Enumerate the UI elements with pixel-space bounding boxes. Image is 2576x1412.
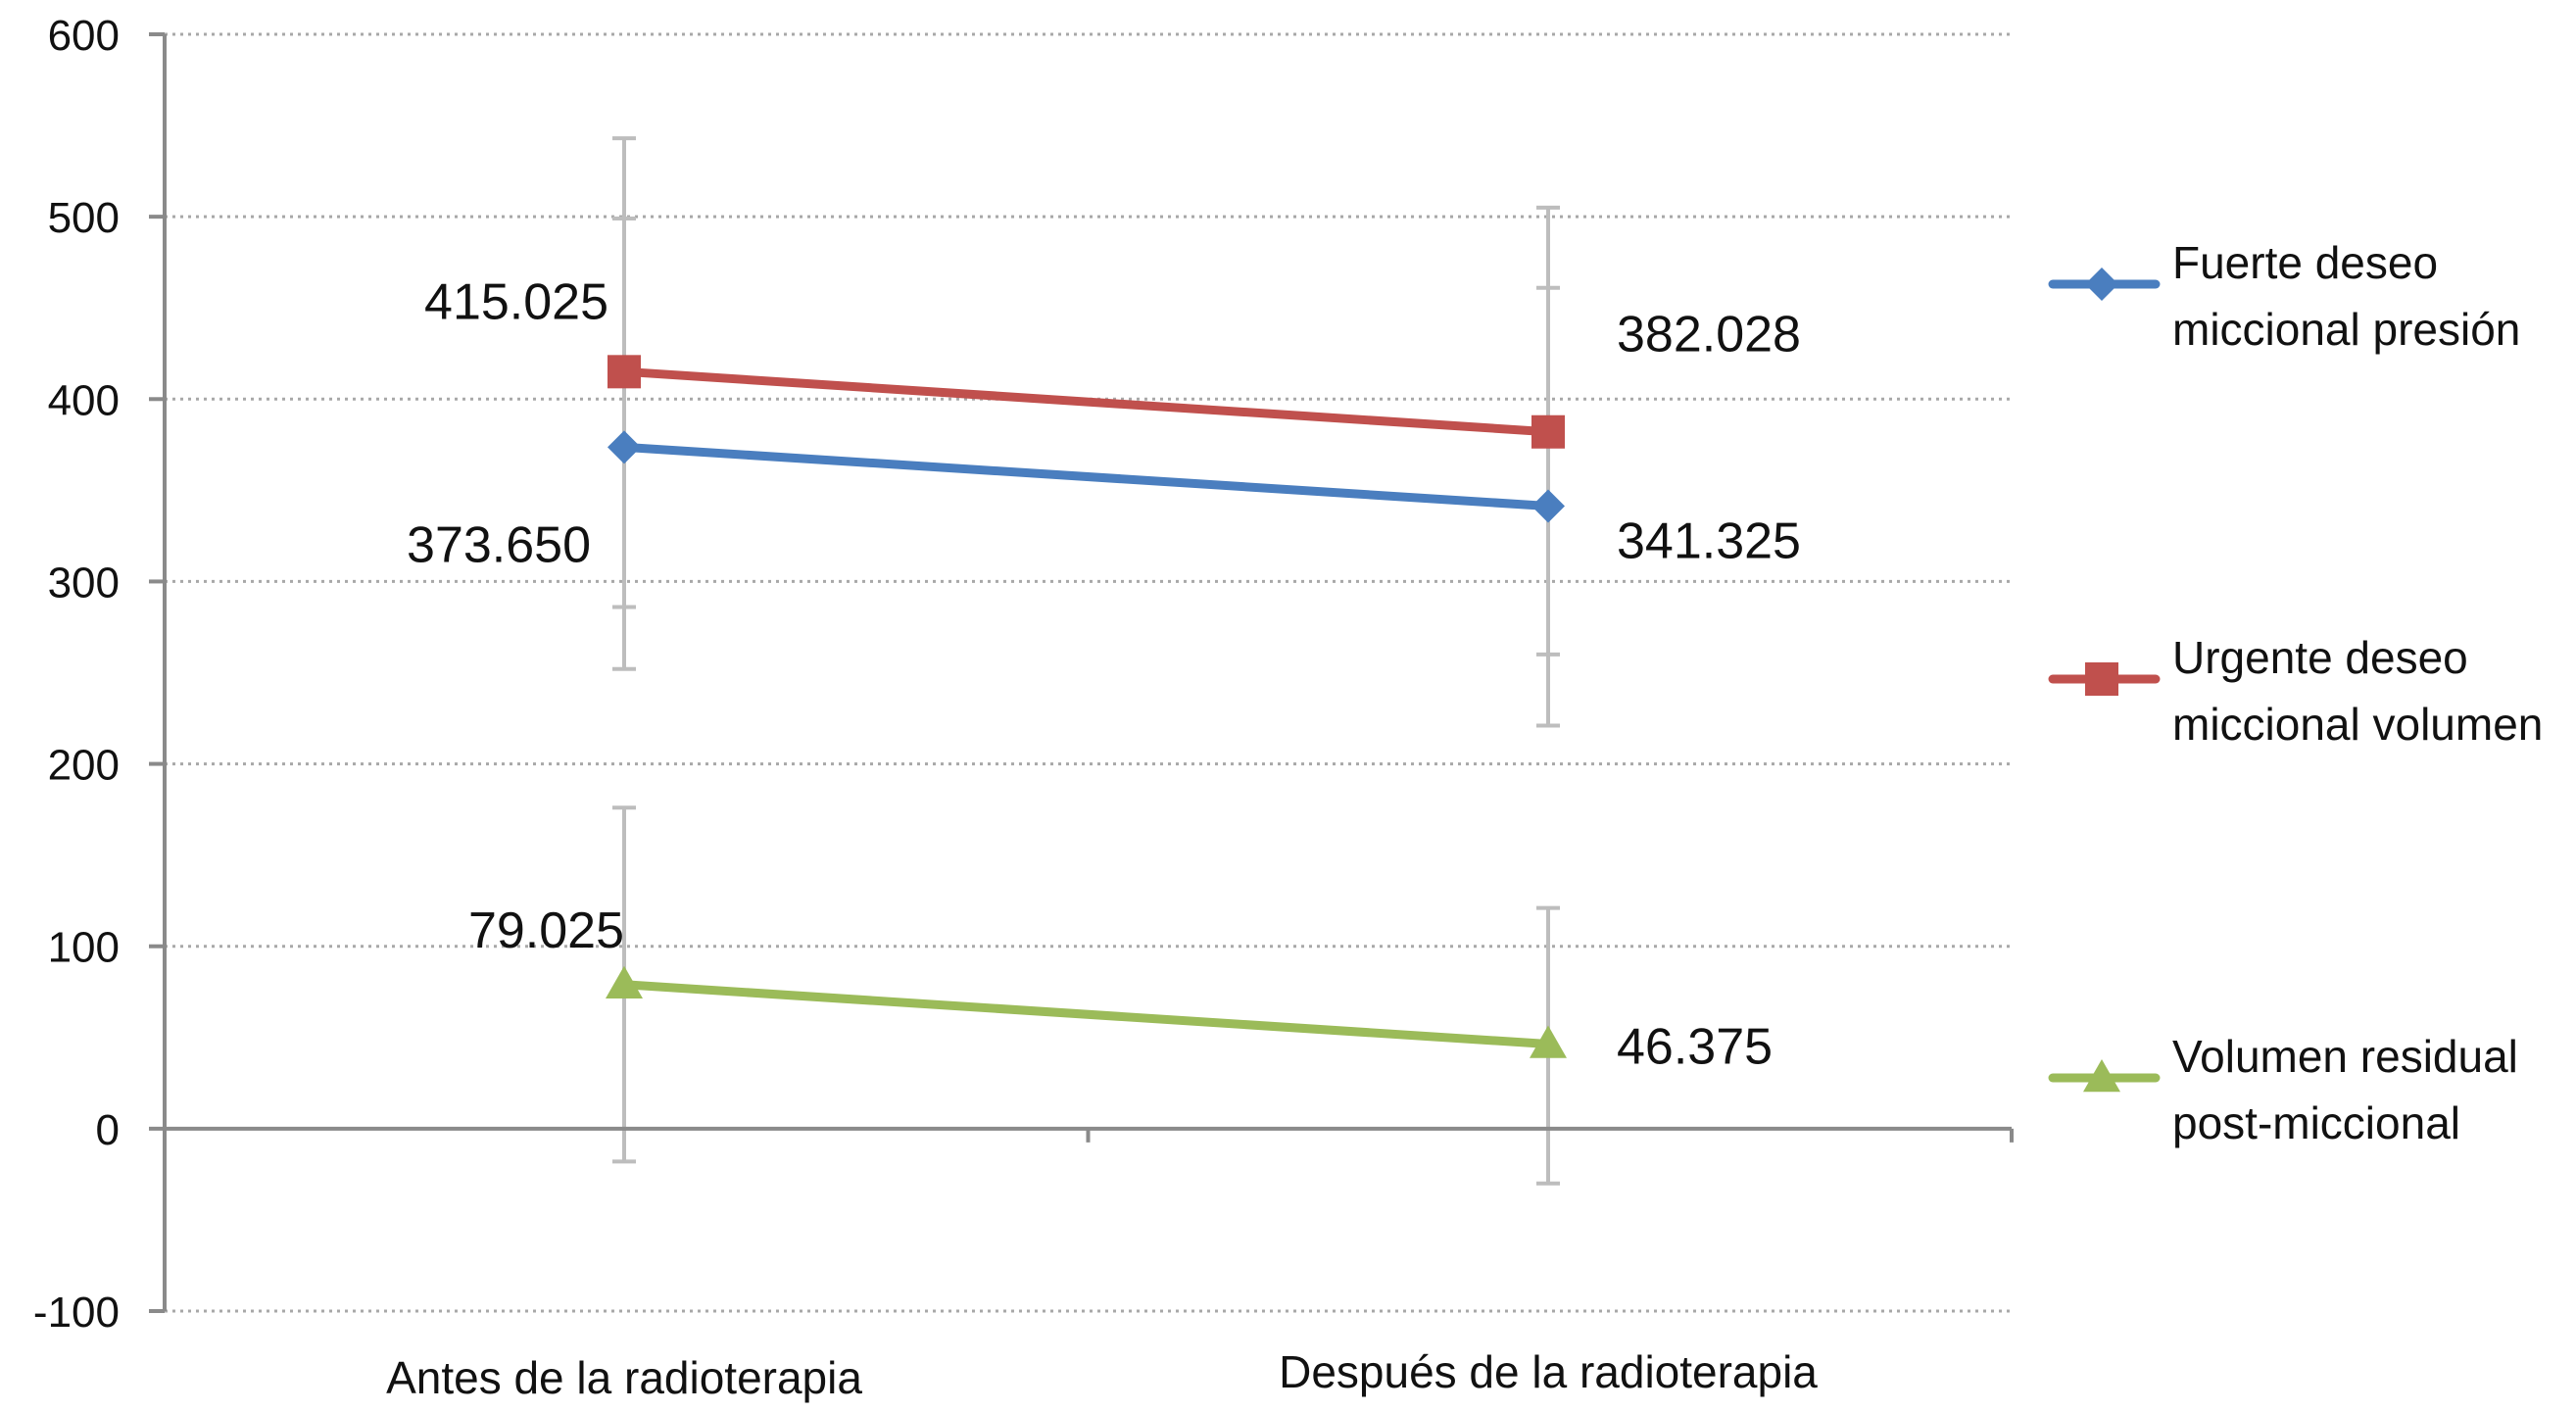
- x-category-label: Después de la radioterapia: [1279, 1346, 1818, 1397]
- legend-label: Urgente deseo: [2172, 632, 2468, 683]
- series-line: [619, 442, 1553, 511]
- data-point-marker: [1531, 414, 1565, 449]
- y-tick-label: 600: [48, 12, 120, 60]
- legend-swatch-marker: [2085, 268, 2118, 301]
- y-tick-label: 100: [48, 924, 120, 972]
- legend-label: miccional presión: [2172, 304, 2520, 355]
- axes: -100 0 100 200 300 400 500 600 Antes de la radio…: [33, 12, 2014, 1403]
- data-point-marker: [1530, 1025, 1567, 1058]
- legend-label: post-miccional: [2172, 1097, 2460, 1148]
- legend-label: Fuerte deseo: [2172, 237, 2438, 288]
- data-point-marker: [608, 355, 641, 389]
- data-label: 79.025: [468, 902, 624, 959]
- data-label: 382.028: [1617, 307, 1801, 364]
- legend-label: Volumen residual: [2172, 1031, 2518, 1082]
- x-category-label: Antes de la radioterapia: [386, 1352, 862, 1403]
- y-tick-label: 300: [48, 559, 120, 607]
- gridlines: [165, 32, 2012, 1313]
- series-line: [619, 366, 1553, 437]
- series: [606, 355, 1567, 1058]
- data-point-marker: [606, 965, 643, 999]
- data-label: 341.325: [1617, 513, 1801, 570]
- y-tick-label: 500: [48, 194, 120, 242]
- y-tick-label: -100: [33, 1289, 120, 1337]
- legend-swatch-marker: [2083, 1059, 2120, 1093]
- data-labels: 373.650 341.325 415.025 382.028 79.025 46.375: [407, 273, 1801, 1075]
- data-label: 415.025: [424, 273, 608, 330]
- data-label: 46.375: [1617, 1019, 1773, 1076]
- y-tick-label: 400: [48, 376, 120, 424]
- error-bars: [612, 136, 1560, 1186]
- data-label: 373.650: [407, 516, 591, 573]
- legend-swatch-marker: [2085, 662, 2118, 696]
- y-tick-label: 200: [48, 742, 120, 790]
- data-point-marker: [608, 430, 641, 464]
- data-point-marker: [1531, 489, 1565, 523]
- y-tick-label: 0: [96, 1106, 120, 1154]
- legend-label: miccional volumen: [2172, 699, 2543, 750]
- series-line: [619, 980, 1553, 1049]
- legend: Fuerte deseo miccional presión Urgente des…: [2048, 237, 2543, 1148]
